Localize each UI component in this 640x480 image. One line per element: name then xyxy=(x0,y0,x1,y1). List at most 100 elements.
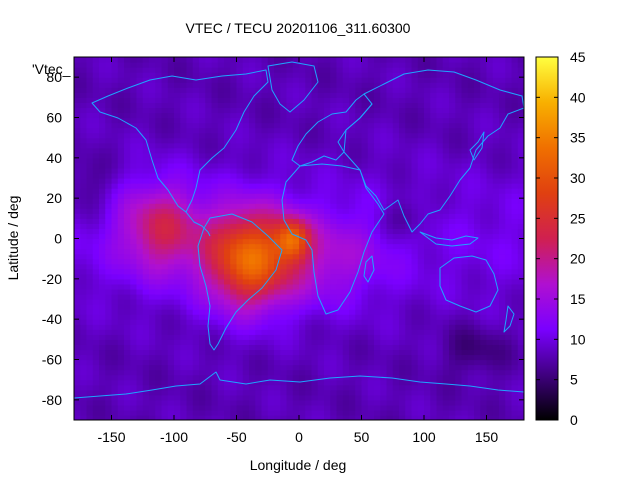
heatmap-cell xyxy=(255,299,263,305)
heatmap-cell xyxy=(499,404,506,411)
heatmap-cell xyxy=(292,132,300,139)
heatmap-cell xyxy=(405,329,413,335)
heatmap-cell xyxy=(455,87,463,93)
heatmap-cell xyxy=(386,112,394,119)
heatmap-cell xyxy=(467,87,475,93)
heatmap-cell xyxy=(486,162,494,169)
heatmap-cell xyxy=(405,293,413,300)
heatmap-cell xyxy=(92,379,100,386)
heatmap-cell xyxy=(161,288,169,295)
heatmap-cell xyxy=(80,188,88,194)
heatmap-cell xyxy=(417,344,425,351)
heatmap-cell xyxy=(117,172,125,179)
heatmap-cell xyxy=(511,72,519,78)
heatmap-cell xyxy=(511,324,519,330)
heatmap-cell xyxy=(299,399,306,406)
heatmap-cell xyxy=(130,364,138,371)
heatmap-cell xyxy=(86,228,94,235)
heatmap-cell xyxy=(205,102,213,109)
heatmap-cell xyxy=(267,122,275,129)
heatmap-cell xyxy=(217,117,225,124)
heatmap-cell xyxy=(161,324,169,330)
heatmap-cell xyxy=(267,319,275,325)
heatmap-cell xyxy=(417,389,425,396)
heatmap-cell xyxy=(517,102,524,109)
heatmap-cell xyxy=(355,233,363,240)
heatmap-cell xyxy=(292,334,300,340)
heatmap-cell xyxy=(230,243,238,250)
heatmap-cell xyxy=(355,188,363,194)
heatmap-cell xyxy=(442,157,450,164)
heatmap-cell xyxy=(392,384,400,391)
heatmap-cell xyxy=(249,258,256,265)
heatmap-cell xyxy=(230,293,238,300)
heatmap-cell xyxy=(74,253,81,260)
heatmap-cell xyxy=(480,299,488,305)
heatmap-cell xyxy=(105,288,113,295)
heatmap-cell xyxy=(349,314,356,320)
heatmap-cell xyxy=(267,364,275,371)
heatmap-cell xyxy=(74,152,81,159)
heatmap-cell xyxy=(499,188,506,194)
heatmap-cell xyxy=(361,107,369,114)
heatmap-cell xyxy=(80,178,88,184)
heatmap-cell xyxy=(174,147,181,154)
heatmap-cell xyxy=(411,132,419,139)
heatmap-cell xyxy=(386,188,394,194)
heatmap-cell xyxy=(324,339,331,345)
heatmap-cell xyxy=(417,92,425,98)
heatmap-cell xyxy=(380,152,388,159)
heatmap-cell xyxy=(392,304,400,310)
heatmap-cell xyxy=(305,147,313,154)
heatmap-cell xyxy=(467,248,475,255)
heatmap-cell xyxy=(86,178,94,184)
heatmap-cell xyxy=(136,339,144,345)
heatmap-cell xyxy=(355,127,363,134)
heatmap-cell xyxy=(455,82,463,88)
heatmap-cell xyxy=(411,314,419,320)
heatmap-cell xyxy=(192,97,200,103)
heatmap-cell xyxy=(255,354,263,361)
heatmap-cell xyxy=(111,193,119,199)
heatmap-cell xyxy=(230,107,238,114)
heatmap-cell xyxy=(299,319,306,325)
heatmap-cell xyxy=(374,339,381,345)
heatmap-cell xyxy=(130,288,138,295)
heatmap-cell xyxy=(86,258,94,265)
heatmap-cell xyxy=(105,107,113,114)
heatmap-cell xyxy=(474,319,481,325)
heatmap-cell xyxy=(342,72,350,78)
heatmap-cell xyxy=(324,203,331,209)
heatmap-cell xyxy=(374,132,381,139)
heatmap-cell xyxy=(367,107,375,114)
heatmap-cell xyxy=(474,107,481,114)
heatmap-cell xyxy=(211,127,219,134)
heatmap-cell xyxy=(186,117,194,124)
heatmap-cell xyxy=(192,409,200,416)
heatmap-cell xyxy=(305,188,313,194)
heatmap-cell xyxy=(161,77,169,83)
heatmap-cell xyxy=(217,127,225,134)
heatmap-cell xyxy=(511,384,519,391)
heatmap-cell xyxy=(361,258,369,265)
heatmap-cell xyxy=(155,414,163,420)
heatmap-cell xyxy=(174,293,181,300)
heatmap-cell xyxy=(355,203,363,209)
heatmap-cell xyxy=(80,399,88,406)
heatmap-cell xyxy=(311,147,319,154)
heatmap-cell xyxy=(492,293,500,300)
heatmap-cell xyxy=(324,248,331,255)
heatmap-cell xyxy=(336,248,344,255)
heatmap-cell xyxy=(211,309,219,315)
heatmap-cell xyxy=(511,152,519,159)
heatmap-cell xyxy=(130,399,138,406)
heatmap-cell xyxy=(374,193,381,199)
heatmap-cell xyxy=(499,329,506,335)
heatmap-cell xyxy=(92,142,100,149)
heatmap-cell xyxy=(499,157,506,164)
heatmap-cell xyxy=(349,203,356,209)
heatmap-cell xyxy=(217,203,225,209)
heatmap-cell xyxy=(224,354,231,361)
heatmap-cell xyxy=(455,213,463,219)
heatmap-cell xyxy=(474,142,481,149)
